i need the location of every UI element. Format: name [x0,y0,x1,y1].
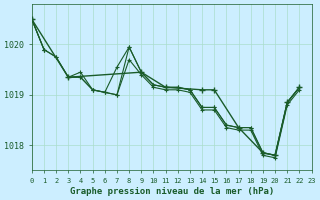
X-axis label: Graphe pression niveau de la mer (hPa): Graphe pression niveau de la mer (hPa) [69,187,274,196]
